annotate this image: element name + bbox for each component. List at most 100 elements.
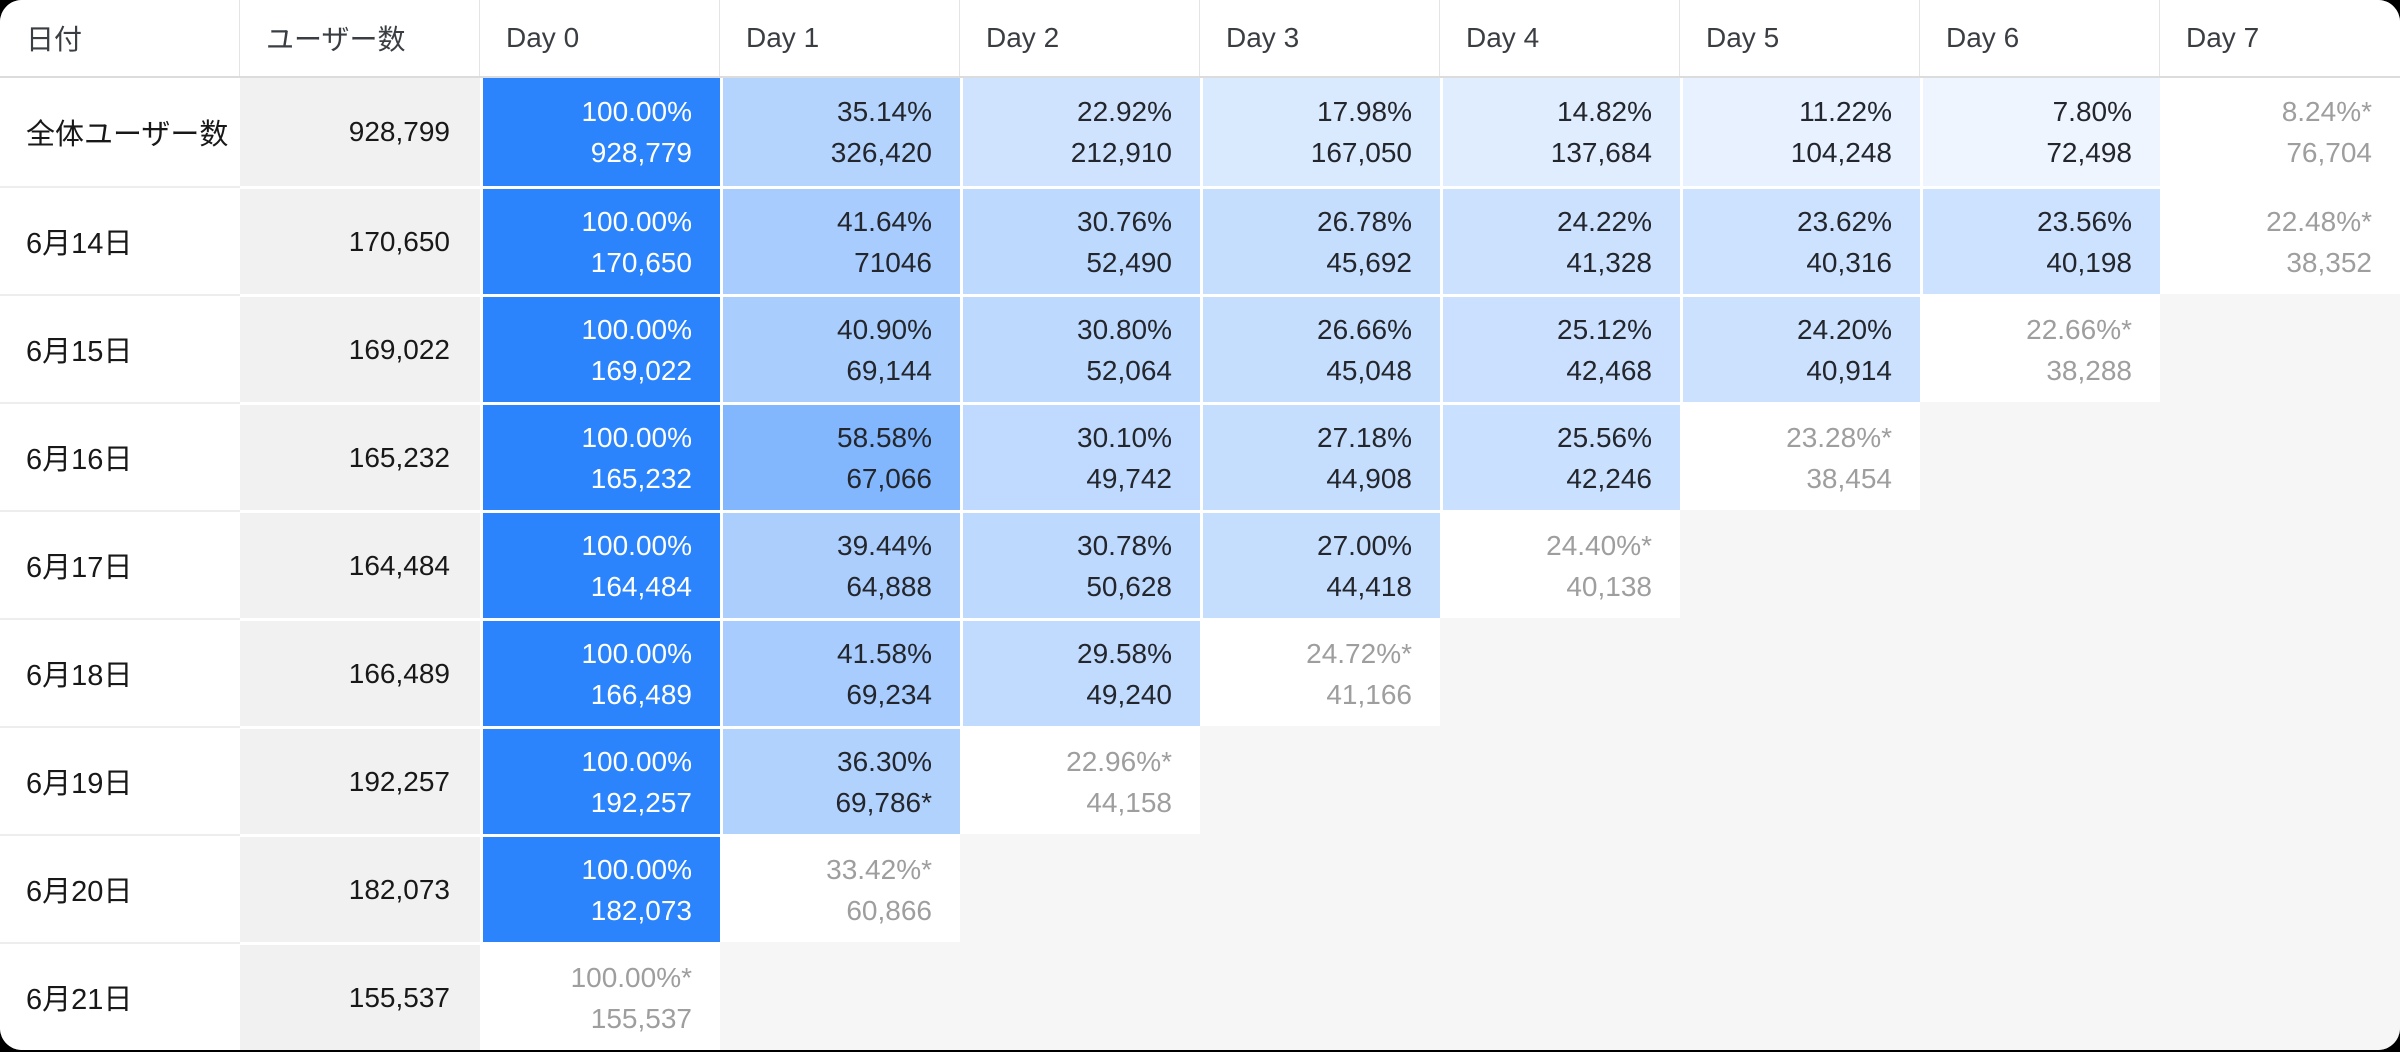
retention-cell-day4[interactable]: 24.22% 41,328 (1440, 186, 1680, 294)
retention-cell-day3[interactable]: 26.66% 45,048 (1200, 294, 1440, 402)
retention-cell-day5[interactable]: 11.22% 104,248 (1680, 78, 1920, 186)
retention-cell-day2[interactable]: 30.80% 52,064 (960, 294, 1200, 402)
retention-cell-day2[interactable]: 30.10% 49,742 (960, 402, 1200, 510)
retention-count: 49,240 (1086, 678, 1172, 710)
retention-cell-day0[interactable]: 100.00% 169,022 (480, 294, 720, 402)
retention-cell-day6[interactable]: 22.66%* 38,288 (1920, 294, 2160, 402)
retention-cell-day0[interactable]: 100.00% 192,257 (480, 726, 720, 834)
retention-cell-day0[interactable]: 100.00% 165,232 (480, 402, 720, 510)
retention-cell-day0[interactable]: 100.00% 166,489 (480, 618, 720, 726)
retention-cell-day1 (720, 942, 960, 1050)
row-label: 6月15日 (0, 294, 240, 402)
retention-count: 155,537 (590, 1002, 692, 1034)
retention-cell-day3[interactable]: 17.98% 167,050 (1200, 78, 1440, 186)
retention-cell-day4[interactable]: 14.82% 137,684 (1440, 78, 1680, 186)
retention-cell-day5[interactable]: 23.28%* 38,454 (1680, 402, 1920, 510)
retention-cell-day1[interactable]: 36.30% 69,786* (720, 726, 960, 834)
retention-count: 40,198 (2046, 246, 2132, 278)
retention-cell-day2[interactable]: 30.78% 50,628 (960, 510, 1200, 618)
retention-percent: 26.78% (1317, 205, 1412, 237)
retention-count: 40,138 (1566, 570, 1652, 602)
retention-percent: 27.00% (1317, 529, 1412, 561)
retention-cell-day3[interactable]: 27.18% 44,908 (1200, 402, 1440, 510)
retention-cell-day7[interactable]: 8.24%* 76,704 (2160, 78, 2400, 186)
retention-cell-day6[interactable]: 7.80% 72,498 (1920, 78, 2160, 186)
retention-count: 64,888 (846, 570, 932, 602)
retention-cell-day1[interactable]: 39.44% 64,888 (720, 510, 960, 618)
retention-cell-day7 (2160, 726, 2400, 834)
column-header-2: Day 0 (480, 0, 720, 76)
retention-cell-day3[interactable]: 24.72%* 41,166 (1200, 618, 1440, 726)
retention-cell-day0[interactable]: 100.00% 164,484 (480, 510, 720, 618)
table-row: 全体ユーザー数 928,799 100.00% 928,779 35.14% 326,42… (0, 78, 2400, 186)
retention-cell-day2[interactable]: 22.96%* 44,158 (960, 726, 1200, 834)
retention-cell-day5 (1680, 618, 1920, 726)
retention-percent: 24.40%* (1546, 529, 1652, 561)
retention-cell-day6 (1920, 942, 2160, 1050)
row-label: 6月17日 (0, 510, 240, 618)
retention-count: 38,352 (2286, 246, 2372, 278)
retention-count: 45,692 (1326, 246, 1412, 278)
column-header-8: Day 6 (1920, 0, 2160, 76)
retention-percent: 14.82% (1557, 96, 1652, 127)
retention-cell-day4[interactable]: 24.40%* 40,138 (1440, 510, 1680, 618)
retention-cell-day2[interactable]: 22.92% 212,910 (960, 78, 1200, 186)
retention-cell-day4[interactable]: 25.12% 42,468 (1440, 294, 1680, 402)
retention-count: 170,650 (590, 246, 692, 278)
retention-cell-day1[interactable]: 33.42%* 60,866 (720, 834, 960, 942)
retention-cell-day7 (2160, 942, 2400, 1050)
retention-cell-day3 (1200, 834, 1440, 942)
retention-cell-day3[interactable]: 26.78% 45,692 (1200, 186, 1440, 294)
retention-cell-day0[interactable]: 100.00% 928,779 (480, 78, 720, 186)
retention-percent: 41.64% (837, 205, 932, 237)
retention-count: 928,779 (590, 137, 692, 168)
table-row: 6月21日 155,537 100.00%* 155,537 (0, 942, 2400, 1050)
retention-cell-day1[interactable]: 41.58% 69,234 (720, 618, 960, 726)
retention-count: 212,910 (1070, 137, 1172, 168)
retention-percent: 22.66%* (2026, 313, 2132, 345)
retention-cell-day5[interactable]: 23.62% 40,316 (1680, 186, 1920, 294)
retention-count: 44,908 (1326, 462, 1412, 494)
row-label: 6月16日 (0, 402, 240, 510)
retention-percent: 30.80% (1077, 313, 1172, 345)
retention-cell-day7[interactable]: 22.48%* 38,352 (2160, 186, 2400, 294)
retention-cell-day5[interactable]: 24.20% 40,914 (1680, 294, 1920, 402)
retention-percent: 100.00%* (570, 961, 692, 993)
retention-count: 169,022 (590, 354, 692, 386)
column-header-9: Day 7 (2186, 22, 2260, 53)
retention-cell-day1[interactable]: 35.14% 326,420 (720, 78, 960, 186)
retention-count: 38,454 (1806, 462, 1892, 494)
column-header-7: Day 5 (1680, 0, 1920, 76)
retention-cell-day3[interactable]: 27.00% 44,418 (1200, 510, 1440, 618)
retention-cell-day1[interactable]: 58.58% 67,066 (720, 402, 960, 510)
retention-percent: 11.22% (1799, 96, 1892, 127)
retention-cell-day7 (2160, 618, 2400, 726)
retention-percent: 22.48%* (2266, 205, 2372, 237)
retention-cell-day2[interactable]: 29.58% 49,240 (960, 618, 1200, 726)
retention-count: 38,288 (2046, 354, 2132, 386)
column-header-3: Day 1 (720, 0, 960, 76)
retention-cell-day0[interactable]: 100.00%* 155,537 (480, 942, 720, 1050)
retention-cell-day2[interactable]: 30.76% 52,490 (960, 186, 1200, 294)
column-header-6: Day 4 (1440, 0, 1680, 76)
retention-count: 41,328 (1566, 246, 1652, 278)
retention-count: 192,257 (590, 786, 692, 818)
row-user-count: 169,022 (240, 294, 480, 402)
retention-percent: 25.56% (1557, 421, 1652, 453)
retention-cell-day6[interactable]: 23.56% 40,198 (1920, 186, 2160, 294)
retention-percent: 100.00% (581, 421, 692, 453)
retention-percent: 30.76% (1077, 205, 1172, 237)
retention-cell-day0[interactable]: 100.00% 170,650 (480, 186, 720, 294)
retention-percent: 23.28%* (1786, 421, 1892, 453)
row-user-count: 170,650 (240, 186, 480, 294)
retention-cell-day3 (1200, 942, 1440, 1050)
retention-percent: 23.56% (2037, 205, 2132, 237)
retention-cell-day0[interactable]: 100.00% 182,073 (480, 834, 720, 942)
retention-cell-day4[interactable]: 25.56% 42,246 (1440, 402, 1680, 510)
retention-cell-day7 (2160, 402, 2400, 510)
retention-cell-day1[interactable]: 40.90% 69,144 (720, 294, 960, 402)
retention-count: 60,866 (846, 894, 932, 926)
retention-count: 42,468 (1566, 354, 1652, 386)
row-user-count: 165,232 (240, 402, 480, 510)
retention-cell-day1[interactable]: 41.64% 71046 (720, 186, 960, 294)
